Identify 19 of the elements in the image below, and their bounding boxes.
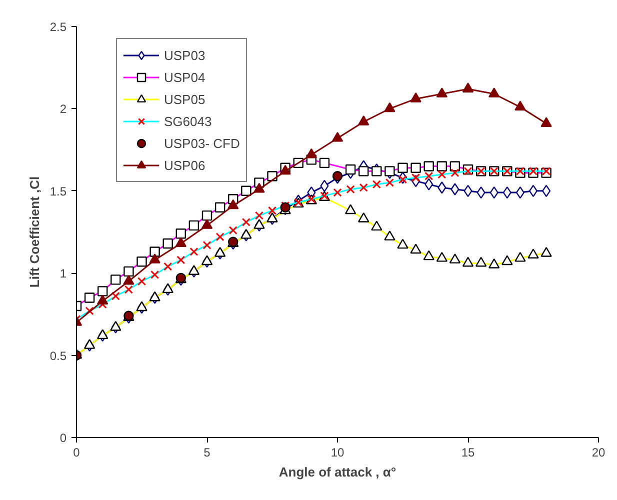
y-tick-label: 2 <box>60 102 67 116</box>
legend-label: USP03 <box>164 46 206 64</box>
x-tick-label: 5 <box>204 446 211 460</box>
legend-label: SG6043 <box>164 112 212 130</box>
x-tick-label: 15 <box>461 446 475 460</box>
x-axis-title: Angle of attack , α° <box>278 464 396 480</box>
x-tick-label: 0 <box>73 446 80 460</box>
y-axis-title: Lift Coefficient ,Cl <box>26 176 42 288</box>
legend-label: USP03- CFD <box>164 134 240 152</box>
x-tick-label: 20 <box>592 446 606 460</box>
legend-label: USP04 <box>164 68 206 86</box>
x-tick-label: 10 <box>330 446 344 460</box>
y-tick-label: 1 <box>60 266 67 281</box>
y-tick-label: 1.5 <box>50 184 67 198</box>
y-tick-label: 0 <box>60 431 67 445</box>
legend-label: USP05 <box>164 90 206 108</box>
legend-label: USP06 <box>164 156 206 174</box>
y-tick-label: 0.5 <box>50 348 67 363</box>
y-tick-label: 2.5 <box>50 20 67 34</box>
